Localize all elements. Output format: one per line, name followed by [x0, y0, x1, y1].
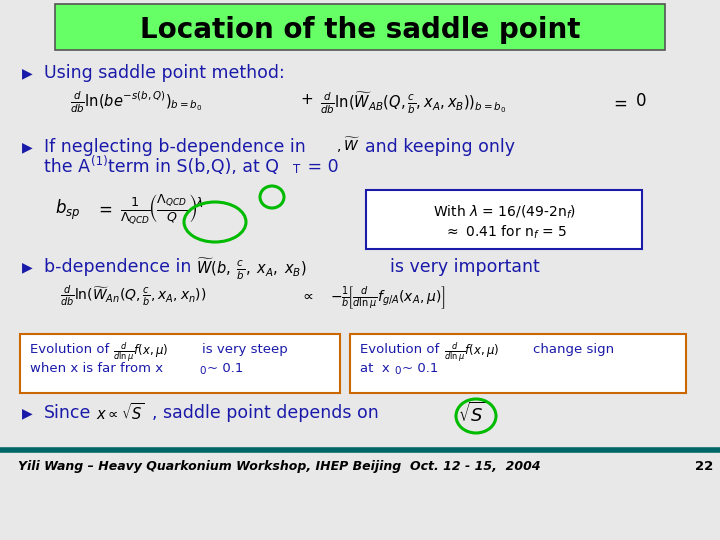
- Text: $\propto$: $\propto$: [300, 287, 314, 302]
- FancyBboxPatch shape: [55, 4, 665, 50]
- Text: With $\lambda$ = 16/(49-2n$_f$): With $\lambda$ = 16/(49-2n$_f$): [433, 204, 577, 221]
- Text: Since: Since: [44, 404, 91, 422]
- Text: is very steep: is very steep: [202, 343, 288, 356]
- Text: $\frac{d}{db}\ln(\widetilde{W}_{AB}(Q,\frac{c}{b},x_A,x_B))_{b=b_0}$: $\frac{d}{db}\ln(\widetilde{W}_{AB}(Q,\f…: [320, 90, 506, 116]
- Text: $=$: $=$: [95, 200, 112, 218]
- Text: 0: 0: [199, 366, 205, 376]
- Text: ~ 0.1: ~ 0.1: [402, 362, 438, 375]
- Text: (1): (1): [91, 155, 108, 168]
- Text: Yili Wang – Heavy Quarkonium Workshop, IHEP Beijing  Oct. 12 - 15,  2004: Yili Wang – Heavy Quarkonium Workshop, I…: [18, 460, 541, 473]
- Text: and keeping only: and keeping only: [365, 138, 515, 156]
- Text: $\approx$ 0.41 for n$_f$ = 5: $\approx$ 0.41 for n$_f$ = 5: [444, 224, 567, 241]
- Text: , saddle point depends on: , saddle point depends on: [152, 404, 379, 422]
- Text: $0$: $0$: [635, 92, 647, 110]
- Text: $\frac{d}{db}\ln(be^{-s(b,Q)})_{b=b_0}$: $\frac{d}{db}\ln(be^{-s(b,Q)})_{b=b_0}$: [70, 90, 202, 116]
- Text: 0: 0: [394, 366, 400, 376]
- Text: $\frac{d}{db}\ln(\widetilde{W}_{An}(Q,\frac{c}{b},x_A,x_n))$: $\frac{d}{db}\ln(\widetilde{W}_{An}(Q,\f…: [60, 284, 207, 308]
- Text: $x \propto \sqrt{S}$: $x \propto \sqrt{S}$: [96, 402, 145, 423]
- Text: change sign: change sign: [533, 343, 614, 356]
- Text: T: T: [293, 163, 300, 176]
- Text: b-dependence in: b-dependence in: [44, 258, 192, 276]
- Text: $-\frac{1}{b}\!\left[\frac{d}{d\ln\mu}f_{g/A}(x_A,\mu)\right]$: $-\frac{1}{b}\!\left[\frac{d}{d\ln\mu}f_…: [330, 284, 446, 311]
- Text: $,\widetilde{W}$: $,\widetilde{W}$: [336, 136, 360, 156]
- Text: Evolution of: Evolution of: [30, 343, 109, 356]
- Text: at  x: at x: [360, 362, 390, 375]
- Text: 22: 22: [695, 460, 714, 473]
- Text: ~ 0.1: ~ 0.1: [207, 362, 243, 375]
- Text: term in S(b,Q), at Q: term in S(b,Q), at Q: [108, 158, 279, 176]
- Text: = 0: = 0: [302, 158, 338, 176]
- Text: Evolution of: Evolution of: [360, 343, 439, 356]
- Text: $\widetilde{W}(b,\;\frac{c}{b},\;x_A,\;x_B)$: $\widetilde{W}(b,\;\frac{c}{b},\;x_A,\;x…: [196, 256, 307, 282]
- Text: $\frac{1}{\Lambda_{QCD}}\!\left(\frac{\Lambda_{QCD}}{Q}\right)^{\!\lambda}$: $\frac{1}{\Lambda_{QCD}}\!\left(\frac{\L…: [120, 192, 203, 227]
- Text: ▶: ▶: [22, 140, 32, 154]
- Text: If neglecting b-dependence in: If neglecting b-dependence in: [44, 138, 306, 156]
- Text: is very important: is very important: [390, 258, 540, 276]
- Text: ▶: ▶: [22, 66, 32, 80]
- Text: Location of the saddle point: Location of the saddle point: [140, 16, 580, 44]
- Text: $\sqrt{S}$: $\sqrt{S}$: [458, 402, 487, 426]
- FancyBboxPatch shape: [350, 334, 686, 393]
- Text: ▶: ▶: [22, 260, 32, 274]
- FancyBboxPatch shape: [366, 190, 642, 249]
- Text: Using saddle point method:: Using saddle point method:: [44, 64, 284, 82]
- Text: ▶: ▶: [22, 406, 32, 420]
- Text: the A: the A: [44, 158, 90, 176]
- Text: $\frac{d}{d\ln\mu}f(x,\mu)$: $\frac{d}{d\ln\mu}f(x,\mu)$: [113, 340, 168, 363]
- Text: $\frac{d}{d\ln\mu}f(x,\mu)$: $\frac{d}{d\ln\mu}f(x,\mu)$: [444, 340, 500, 363]
- Text: $+$: $+$: [300, 92, 313, 107]
- Text: $=$: $=$: [610, 94, 627, 112]
- Text: $b_{sp}$: $b_{sp}$: [55, 198, 81, 222]
- Text: when x is far from x: when x is far from x: [30, 362, 163, 375]
- FancyBboxPatch shape: [20, 334, 340, 393]
